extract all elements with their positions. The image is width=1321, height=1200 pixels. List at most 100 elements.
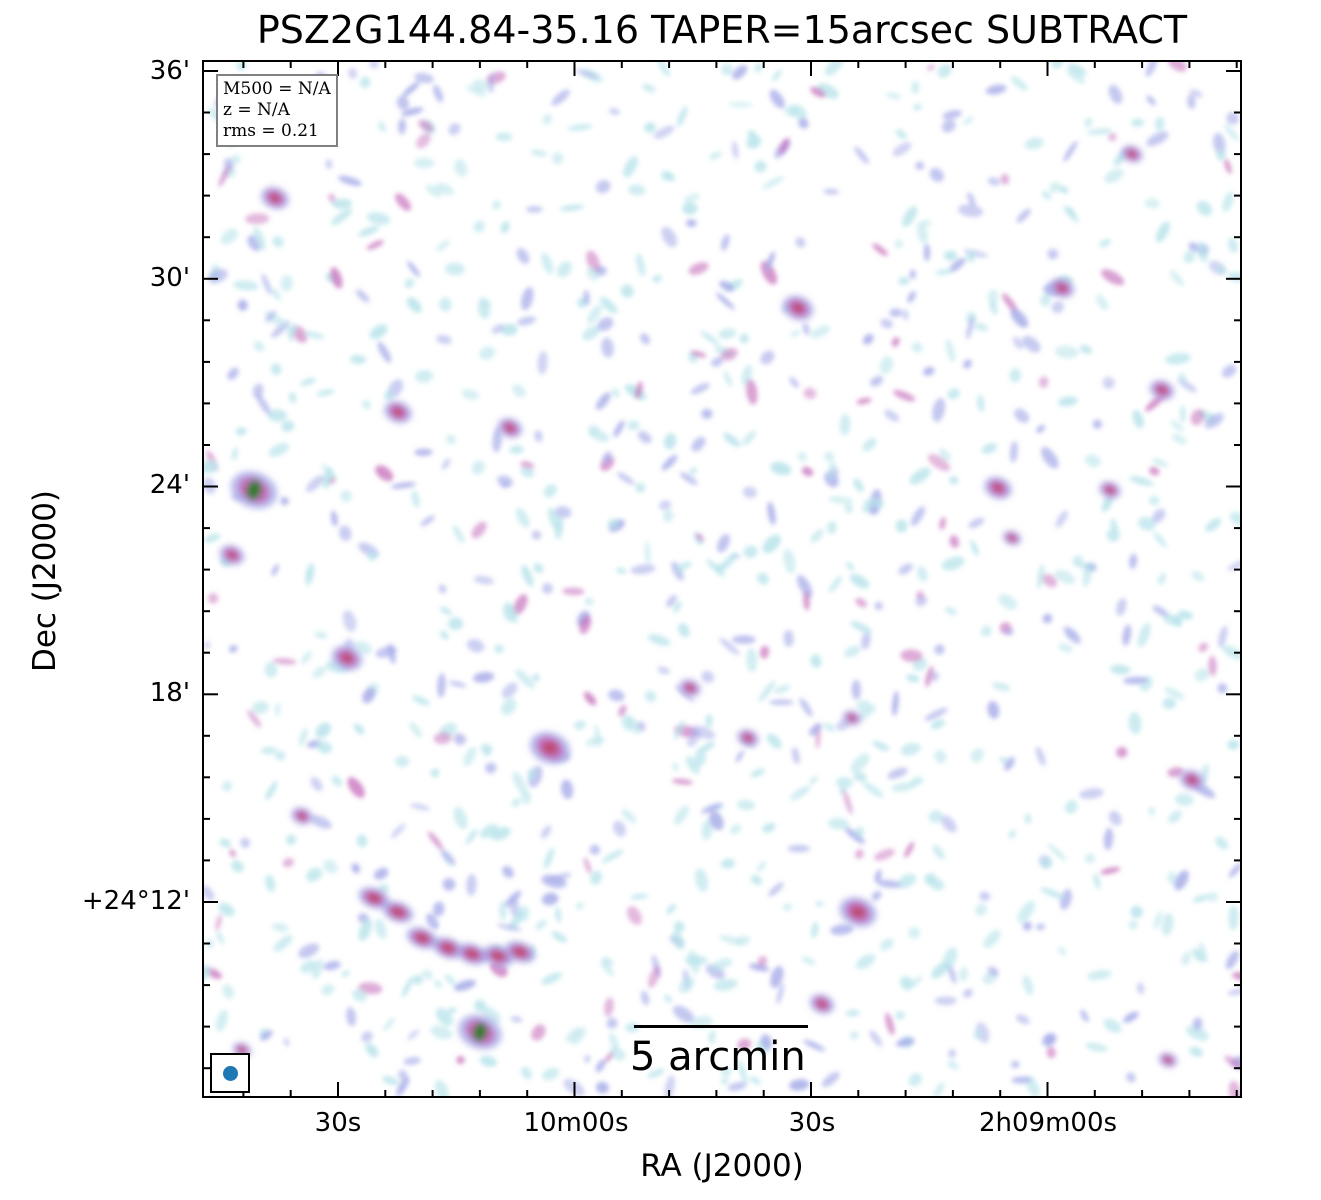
noise-speckle — [790, 785, 811, 801]
noise-speckle — [444, 973, 456, 986]
noise-speckle — [770, 461, 792, 476]
noise-speckle — [366, 550, 377, 561]
noise-speckle — [434, 1079, 449, 1098]
noise-speckle — [839, 413, 851, 436]
noise-speckle — [947, 388, 960, 400]
noise-speckle — [520, 461, 535, 470]
noise-speckle — [855, 598, 867, 608]
noise-speckle — [604, 1052, 614, 1063]
noise-speckle — [422, 969, 433, 980]
noise-speckle — [934, 996, 957, 1006]
noise-speckle — [454, 159, 468, 177]
noise-speckle — [963, 116, 974, 125]
noise-speckle — [750, 875, 763, 885]
noise-speckle — [216, 930, 224, 945]
noise-speckle — [342, 610, 357, 632]
noise-speckle — [1100, 867, 1121, 875]
noise-speckle — [895, 129, 908, 140]
noise-speckle — [222, 781, 232, 792]
plot-frame — [202, 60, 1242, 1098]
noise-speckle — [290, 323, 297, 334]
noise-speckle — [889, 308, 903, 317]
noise-speckle — [447, 1007, 457, 1014]
noise-speckle — [902, 309, 909, 321]
noise-speckle — [413, 157, 435, 169]
noise-speckle — [202, 460, 218, 474]
noise-speckle — [448, 680, 467, 688]
noise-speckle — [1066, 206, 1077, 220]
noise-speckle — [721, 1067, 731, 1076]
noise-speckle — [526, 205, 543, 213]
noise-speckle — [823, 722, 836, 732]
noise-speckle — [253, 340, 265, 352]
noise-speckle — [445, 434, 457, 445]
noise-speckle — [1103, 827, 1114, 851]
noise-speckle — [466, 873, 477, 896]
noise-speckle — [338, 525, 352, 542]
noise-speckle — [609, 1032, 619, 1051]
noise-speckle — [359, 76, 371, 88]
noise-speckle — [766, 733, 782, 749]
noise-speckle — [765, 251, 776, 272]
noise-speckle — [515, 669, 535, 689]
noise-speckle — [463, 746, 477, 767]
noise-speckle — [1108, 810, 1122, 826]
noise-speckle — [271, 564, 279, 577]
noise-speckle — [321, 984, 335, 996]
noise-speckle — [441, 458, 451, 470]
noise-speckle — [709, 151, 722, 160]
noise-speckle — [1087, 970, 1112, 980]
noise-speckle — [601, 957, 614, 966]
noise-speckle — [425, 184, 442, 198]
noise-speckle — [968, 517, 985, 529]
noise-speckle — [1055, 510, 1069, 528]
noise-speckle — [630, 893, 649, 900]
noise-speckle — [732, 635, 756, 645]
noise-speckle — [531, 1024, 546, 1041]
noise-speckle — [390, 823, 406, 839]
noise-speckle — [879, 938, 894, 951]
noise-speckle — [1155, 221, 1170, 243]
noise-speckle — [611, 388, 620, 398]
noise-speckle — [701, 803, 723, 814]
noise-speckle — [798, 117, 809, 129]
noise-speckle — [799, 697, 813, 717]
noise-speckle — [941, 556, 965, 571]
noise-speckle — [252, 383, 264, 399]
noise-speckle — [595, 1059, 606, 1073]
noise-speckle — [1107, 132, 1117, 142]
noise-speckle — [554, 517, 564, 540]
noise-speckle — [391, 482, 417, 489]
arc-core — [491, 950, 505, 962]
noise-speckle — [1228, 1080, 1242, 1098]
noise-speckle — [1035, 923, 1046, 931]
noise-speckle — [323, 859, 338, 874]
noise-speckle — [826, 521, 837, 534]
noise-speckle — [1016, 208, 1031, 223]
noise-speckle — [298, 943, 320, 959]
noise-speckle — [613, 820, 626, 837]
noise-speckle — [613, 420, 625, 438]
noise-speckle — [366, 212, 391, 225]
source-core — [505, 424, 515, 432]
noise-speckle — [880, 318, 893, 329]
noise-speckle — [803, 1039, 826, 1052]
noise-speckle — [599, 296, 618, 314]
noise-speckle — [948, 1049, 956, 1059]
source-core — [392, 407, 404, 417]
noise-speckle — [533, 563, 544, 573]
noise-speckle — [762, 822, 776, 833]
noise-speckle — [701, 741, 715, 752]
noise-speckle — [471, 521, 487, 539]
noise-speckle — [560, 779, 574, 800]
noise-speckle — [1196, 200, 1213, 216]
noise-speckle — [322, 467, 333, 489]
noise-speckle — [281, 420, 295, 432]
noise-speckle — [202, 885, 215, 901]
noise-speckle — [737, 1038, 752, 1051]
noise-speckle — [884, 409, 900, 422]
noise-speckle — [253, 227, 266, 251]
noise-speckle — [1084, 853, 1095, 864]
noise-speckle — [283, 1037, 290, 1047]
noise-speckle — [909, 467, 931, 485]
